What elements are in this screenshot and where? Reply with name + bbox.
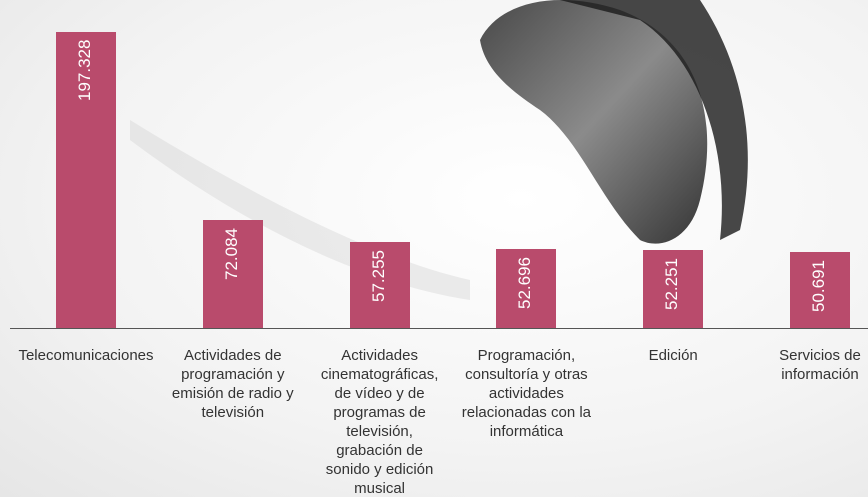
x-tick-label: Actividades de programación y emisión de… <box>171 347 294 421</box>
value-label: 52.696 <box>515 256 535 309</box>
x-tick-label: Actividades cinematográficas, de vídeo y… <box>320 347 439 497</box>
x-tick-label: Programación, consultoría y otras activi… <box>461 347 592 440</box>
value-label: 57.255 <box>368 250 388 303</box>
value-label: 50.691 <box>809 259 828 312</box>
value-label: 197.328 <box>75 39 94 101</box>
baseline <box>10 328 868 329</box>
x-tick-label: Edición <box>648 347 698 364</box>
bar <box>349 242 410 328</box>
x-tick-label: Telecomunicaciones <box>18 347 154 364</box>
bar <box>496 248 557 328</box>
bar <box>202 219 263 328</box>
value-label: 72.084 <box>221 227 241 280</box>
bar <box>790 251 850 328</box>
value-label: 52.251 <box>662 257 682 310</box>
bar <box>56 32 116 328</box>
bar <box>643 249 704 328</box>
x-tick-label: Servicios de información <box>779 347 861 383</box>
